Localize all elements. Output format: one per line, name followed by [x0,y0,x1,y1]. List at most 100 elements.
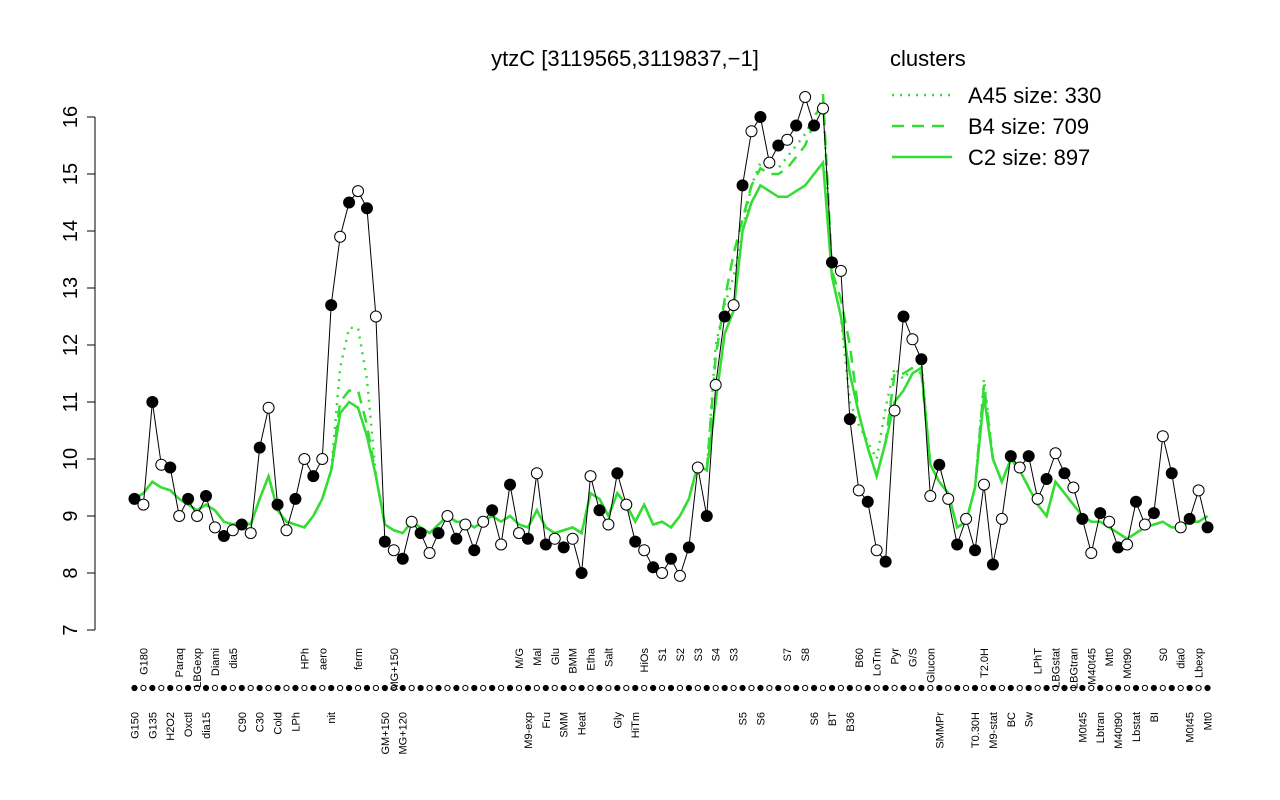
x-tick-label: G135 [147,712,159,739]
data-point [307,470,320,483]
data-point [817,102,830,115]
data-point [754,111,767,123]
rug-point [918,684,925,692]
x-tick-label: M40t90 [1113,712,1125,749]
data-point [673,569,686,582]
data-point [191,510,204,522]
data-point [665,552,677,565]
x-tick-label: Pyr [890,648,902,665]
rug-point [1115,684,1122,692]
x-tick-label: G180 [138,648,150,675]
rug-point [283,684,290,692]
data-point [575,567,588,579]
x-tick-label: MG+120 [398,712,410,755]
x-tick-label: Sw [1024,712,1036,727]
data-point [289,492,302,505]
rug-point [1052,684,1059,692]
data-point [387,544,400,557]
data-point [772,139,785,152]
data-point [888,404,901,417]
data-point [504,478,517,491]
rug-point [730,684,737,692]
rug-point [471,684,478,692]
rug-point [149,684,156,692]
rug-point [426,684,433,692]
data-point [647,561,660,574]
rug-point [873,684,880,692]
data-point [861,495,874,508]
x-tick-label: Mt0 [1104,648,1116,666]
rug-point [489,684,496,692]
data-point [924,490,937,503]
data-point [1067,481,1080,494]
x-tick-label: S6 [755,712,767,725]
data-point [146,396,159,408]
rug-point [229,684,236,692]
data-point [611,467,624,480]
rug-point [810,684,818,692]
rug-point [292,684,299,692]
rug-point [1097,684,1104,692]
rug-point [131,684,138,692]
data-point [173,510,186,522]
rug-point [587,684,594,692]
rug-point [399,684,406,692]
data-point [378,535,391,548]
data-point [459,518,472,531]
x-tick-label: S3 [729,648,741,661]
x-tick-label: M0t45 [1185,712,1197,743]
rug-point [1186,684,1193,692]
x-tick-label: HiTm [630,712,642,738]
data-point [834,264,847,277]
rug-point [1106,684,1113,692]
rug-point [185,684,192,692]
rug-point [864,684,871,692]
data-point [1085,547,1098,560]
rug-point [1043,684,1050,692]
data-point [790,119,803,132]
data-point [1121,538,1134,551]
x-tick-label: dia0 [1176,648,1188,669]
data-point [852,484,865,497]
data-point [602,518,615,531]
data-point [593,504,606,517]
x-tick-label: T2.0H [979,648,991,678]
rug-point [274,684,281,692]
rug-point [560,684,567,692]
data-point [986,558,999,571]
rug-point [954,684,961,692]
rug-point [1204,684,1211,692]
rug-point [998,684,1005,692]
data-point [709,378,722,391]
data-point [638,544,651,557]
rug-point [265,684,272,692]
x-tick-label: S6 [809,712,821,725]
data-point [691,461,704,474]
data-point [200,490,213,503]
x-tick-label: LPhT [1033,648,1045,675]
data-point [405,515,418,528]
x-tick-label: BMM [568,648,580,674]
rug-point [354,684,362,692]
rug-point [784,684,791,692]
rug-point [542,684,549,692]
rug-point [748,684,755,692]
x-tick-label: GM+150 [380,712,392,755]
x-tick-label: Diami [210,648,222,676]
data-point [280,524,293,537]
rug-point [328,684,335,692]
y-tick-label: 8 [60,567,82,578]
data-point [1156,430,1169,443]
data-point [879,555,892,568]
rug-point [1079,684,1086,692]
y-tick-label: 15 [60,163,82,185]
rug-point [256,684,263,692]
rug-point [337,684,344,692]
cluster-line [133,159,1209,541]
x-tick-label: Cold [273,712,285,735]
x-tick-label: M9-exp [523,712,535,749]
data-point [843,413,856,426]
data-point [262,401,275,414]
rug-point [453,684,460,692]
data-point [727,299,740,312]
